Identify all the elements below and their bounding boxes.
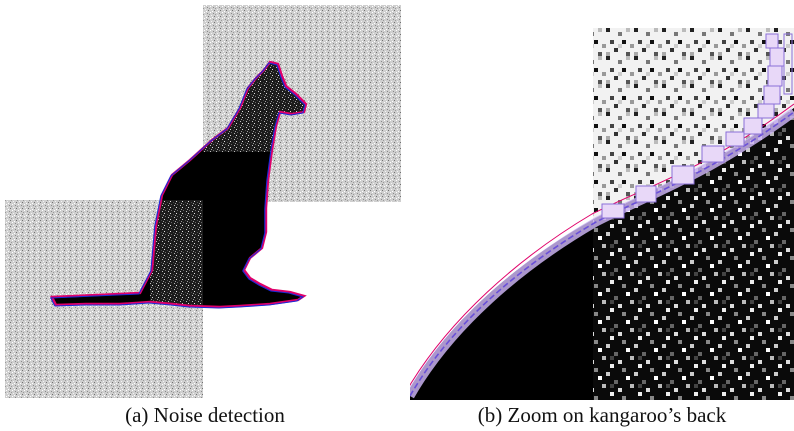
panel-noise-detection	[0, 0, 410, 400]
zoom-detection-boxes	[410, 33, 794, 399]
caption-noise-detection: (a) Noise detection	[125, 403, 285, 427]
noise-detection-image	[5, 5, 401, 398]
zoom-image	[410, 28, 794, 400]
panel-zoom-back	[410, 0, 794, 400]
caption-zoom-back: (b) Zoom on kangaroo’s back	[477, 403, 727, 427]
